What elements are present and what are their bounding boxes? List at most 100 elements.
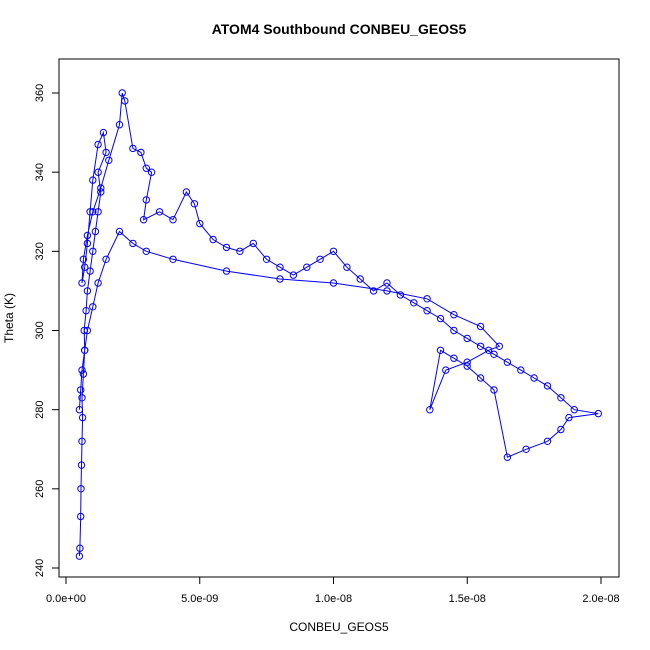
data-point (94, 140, 102, 149)
data-point (102, 255, 110, 263)
data-point (169, 255, 177, 263)
data-point (97, 184, 105, 192)
data-point (75, 406, 84, 414)
data-point (83, 326, 92, 335)
data-point (79, 255, 88, 263)
data-point (570, 406, 578, 414)
data-point (137, 148, 145, 157)
data-point (80, 326, 88, 335)
y-tick-label: 340 (34, 163, 46, 181)
x-axis-label: CONBEU_GEOS5 (289, 620, 389, 634)
data-point (76, 544, 84, 552)
data-point (495, 342, 503, 350)
y-tick-label: 360 (34, 84, 46, 102)
data-point (77, 386, 85, 394)
data-point (86, 267, 94, 275)
data-point (139, 216, 148, 224)
data-point (543, 437, 552, 445)
data-point (594, 409, 602, 418)
data-point (115, 227, 124, 236)
data-point (83, 231, 92, 240)
x-tick-label: 1.5e-08 (449, 593, 486, 605)
y-tick-label: 300 (34, 321, 46, 339)
data-point (396, 291, 405, 299)
data-point (89, 247, 97, 256)
data-point (383, 279, 391, 287)
data-point (78, 413, 87, 422)
data-point (121, 97, 129, 105)
data-point (89, 208, 97, 216)
data-point (490, 386, 498, 394)
x-tick-label: 0.0e+00 (46, 593, 86, 605)
data-point (423, 295, 431, 303)
data-point (236, 247, 244, 256)
data-point (329, 247, 338, 256)
data-point (94, 208, 102, 216)
y-tick-label: 320 (34, 242, 46, 260)
chart-title: ATOM4 Southbound CONBEU_GEOS5 (212, 21, 467, 37)
data-point (503, 453, 512, 461)
data-point (476, 374, 485, 382)
data-point (94, 168, 102, 176)
y-tick-label: 280 (34, 400, 46, 418)
x-tick-label: 1.0e-08 (315, 593, 352, 605)
data-point (423, 307, 431, 315)
data-point (102, 148, 110, 157)
data-point (426, 406, 434, 414)
plot-frame (58, 58, 620, 578)
data-point (79, 370, 88, 378)
data-point (276, 275, 284, 283)
x-tick-label: 2.0e-08 (582, 593, 619, 605)
data-point (463, 358, 471, 366)
data-point (450, 326, 458, 335)
data-point (276, 263, 284, 271)
data-point (222, 243, 231, 252)
data-point (463, 334, 471, 343)
data-point (557, 425, 565, 434)
x-axis: 0.0e+00 5.0e-09 1.0e-08 1.5e-08 2.0e-08 (46, 576, 620, 605)
data-point (476, 322, 485, 331)
data-point (89, 176, 97, 184)
y-axis: 240 260 280 300 320 340 360 (34, 84, 60, 577)
data-point (83, 239, 92, 248)
data-point (565, 413, 573, 422)
data-point (99, 128, 108, 137)
y-axis-label: Theta (K) (2, 293, 16, 343)
data-point (476, 342, 485, 350)
data-point (329, 279, 338, 287)
data-point (463, 362, 471, 370)
data-point (78, 437, 86, 445)
data-point (91, 227, 100, 236)
data-point (436, 314, 445, 323)
data-point (78, 394, 86, 402)
data-point (94, 279, 102, 287)
data-point (86, 208, 94, 216)
data-point (369, 287, 378, 295)
data-point (209, 235, 217, 244)
data-point (249, 239, 258, 248)
data-point (78, 366, 86, 374)
data-point (517, 366, 525, 374)
data-point (155, 208, 164, 216)
data-point (81, 346, 89, 354)
data-point (77, 461, 86, 469)
data-point (450, 354, 458, 362)
series-line (78, 92, 599, 557)
series-layer (75, 89, 602, 560)
y-tick-label: 260 (34, 480, 46, 498)
data-point (484, 346, 493, 354)
data-point (196, 219, 204, 228)
data-point (503, 358, 512, 366)
data-point (169, 216, 177, 224)
data-point (490, 350, 498, 358)
data-point (77, 485, 85, 493)
data-point (410, 299, 418, 307)
data-point (262, 255, 271, 263)
data-point (147, 168, 156, 176)
data-point (190, 200, 199, 208)
data-point (129, 239, 137, 248)
data-point (142, 164, 151, 172)
data-point (75, 552, 84, 560)
data-point (142, 196, 151, 204)
